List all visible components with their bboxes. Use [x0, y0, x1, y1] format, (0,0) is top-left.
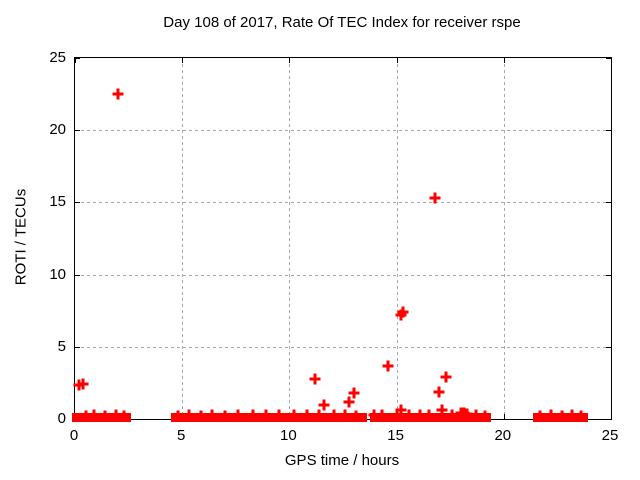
baseline-noise-marker [461, 408, 473, 420]
gridline-vertical [503, 58, 505, 419]
baseline-noise-marker [391, 410, 403, 422]
x-axis-tick [503, 414, 505, 419]
baseline-noise-marker [403, 409, 415, 421]
data-point-marker [318, 399, 330, 411]
y-tick-label: 0 [57, 410, 66, 427]
x-axis-tick-top [75, 58, 76, 63]
x-tick-label: 0 [69, 427, 79, 444]
baseline-noise-marker [339, 409, 351, 421]
data-point-marker [395, 309, 407, 321]
baseline-noise-marker [470, 409, 482, 421]
gridline-horizontal [75, 274, 611, 276]
x-axis-tick-top [503, 58, 505, 63]
data-point-marker [112, 88, 124, 100]
y-axis-tick [75, 58, 80, 59]
baseline-noise-marker [566, 409, 578, 421]
baseline-noise-marker [206, 409, 218, 421]
baseline-noise-marker [88, 409, 100, 421]
baseline-noise-marker [172, 410, 184, 422]
gridline-vertical [289, 58, 291, 419]
baseline-noise-marker [195, 410, 207, 422]
baseline-noise-marker [273, 409, 285, 421]
y-tick-label: 15 [49, 193, 66, 211]
baseline-band-segment [170, 413, 221, 422]
y-axis-tick-right [606, 202, 611, 204]
baseline-noise-marker [313, 409, 325, 421]
baseline-noise-marker [350, 410, 362, 422]
gridline-horizontal [75, 202, 611, 204]
plot-area [72, 57, 612, 422]
baseline-noise-marker [219, 410, 231, 422]
x-tick-label: 20 [494, 427, 512, 444]
x-axis-tick-top [611, 58, 612, 63]
data-point-marker [436, 404, 448, 416]
y-axis-tick [75, 130, 80, 132]
x-axis-label: GPS time / hours [284, 452, 400, 469]
data-point-marker [440, 371, 452, 383]
baseline-noise-marker [328, 409, 340, 421]
x-tick-label: 25 [601, 427, 619, 444]
data-point-marker [397, 306, 409, 318]
y-tick-label: 20 [49, 121, 66, 139]
baseline-noise-marker [376, 409, 388, 421]
y-axis-tick-right [606, 346, 611, 348]
y-tick-label: 25 [49, 49, 66, 66]
baseline-noise-marker [288, 409, 300, 421]
data-point-marker [309, 373, 321, 385]
baseline-noise-marker [414, 409, 426, 421]
baseline-noise-marker [232, 409, 244, 421]
gridline-vertical [182, 58, 184, 419]
gridline-horizontal [75, 130, 611, 132]
baseline-band-segment [370, 413, 491, 422]
y-axis-tick [75, 202, 80, 204]
y-axis-tick-right [606, 419, 611, 420]
y-axis-tick-right [606, 274, 611, 276]
data-point-marker [433, 386, 445, 398]
baseline-noise-marker [247, 409, 259, 421]
gridline-horizontal [75, 346, 611, 348]
baseline-noise-marker [183, 409, 195, 421]
y-axis-tick [75, 346, 80, 348]
baseline-noise-marker [80, 410, 92, 422]
data-point-marker [395, 404, 407, 416]
baseline-noise-marker [118, 410, 130, 422]
baseline-noise-marker [534, 410, 546, 422]
baseline-noise-marker [260, 409, 272, 421]
baseline-noise-marker [99, 410, 111, 422]
x-axis-tick-top [396, 58, 398, 63]
baseline-noise-marker [479, 410, 490, 422]
data-point-marker [77, 378, 88, 390]
gridline-vertical [396, 58, 398, 419]
baseline-noise-marker [545, 409, 557, 421]
y-axis-tick-right [606, 58, 611, 59]
y-tick-label: 5 [57, 337, 66, 355]
data-point-marker [382, 360, 394, 372]
x-tick-label: 10 [280, 427, 297, 444]
baseline-noise-marker [301, 409, 313, 421]
baseline-noise-marker [368, 409, 380, 421]
baseline-noise-marker [556, 410, 568, 422]
x-tick-label: 5 [177, 427, 186, 444]
x-axis-tick [611, 414, 612, 419]
x-axis-tick-top [289, 58, 291, 63]
baseline-noise-marker [423, 409, 435, 421]
data-point-marker [343, 396, 355, 408]
y-axis-tick [75, 274, 80, 276]
x-axis-tick-top [182, 58, 184, 63]
baseline-noise-marker [110, 409, 122, 421]
baseline-noise-marker [575, 410, 587, 422]
baseline-noise-marker [446, 409, 458, 421]
chart-title: Day 108 of 2017, Rate Of TEC Index for r… [163, 14, 521, 31]
data-point-marker [429, 192, 441, 204]
y-axis-tick-right [606, 130, 611, 132]
x-tick-label: 15 [387, 427, 404, 444]
data-point-marker [348, 387, 360, 399]
y-tick-label: 10 [49, 265, 66, 283]
